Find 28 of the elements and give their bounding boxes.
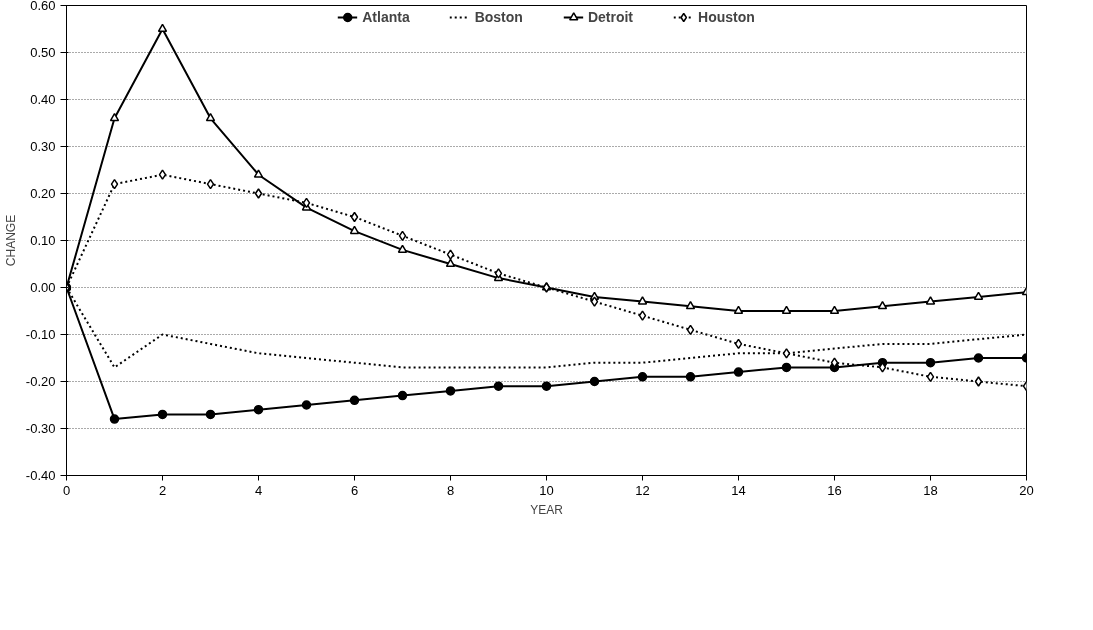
x-tick-label: 16 — [827, 482, 842, 498]
y-axis-title: CHANGE — [3, 214, 18, 267]
x-tick-label: 2 — [158, 482, 167, 498]
x-tick-label: 18 — [923, 482, 938, 498]
x-tick-label: 8 — [446, 482, 455, 498]
x-tick-label: 0 — [62, 482, 71, 498]
y-tick-label: 0.60 — [30, 0, 56, 13]
legend-label: Boston — [474, 9, 523, 25]
x-tick-label: 6 — [350, 482, 359, 498]
x-tick-label: 20 — [1019, 482, 1034, 498]
y-tick-label: -0.20 — [25, 374, 56, 389]
y-tick-label: 0.50 — [30, 45, 56, 60]
y-tick-label: 0.30 — [30, 139, 56, 154]
x-axis-title: YEAR — [530, 502, 564, 517]
y-tick-label: 0.10 — [30, 233, 56, 248]
y-tick-label: -0.40 — [25, 468, 56, 483]
x-tick-label: 14 — [731, 482, 746, 498]
legend-label: Atlanta — [362, 9, 410, 25]
y-tick-label: 0.40 — [30, 92, 56, 107]
y-tick-label: 0.20 — [30, 186, 56, 201]
x-tick-label: 12 — [635, 482, 650, 498]
legend-label: Houston — [698, 9, 755, 25]
x-tick-label: 4 — [254, 482, 263, 498]
y-tick-label: -0.30 — [25, 421, 56, 436]
y-tick-label: -0.10 — [25, 327, 56, 342]
legend-label: Detroit — [587, 9, 634, 25]
y-tick-label: 0.00 — [30, 280, 56, 295]
x-tick-label: 10 — [539, 482, 554, 498]
